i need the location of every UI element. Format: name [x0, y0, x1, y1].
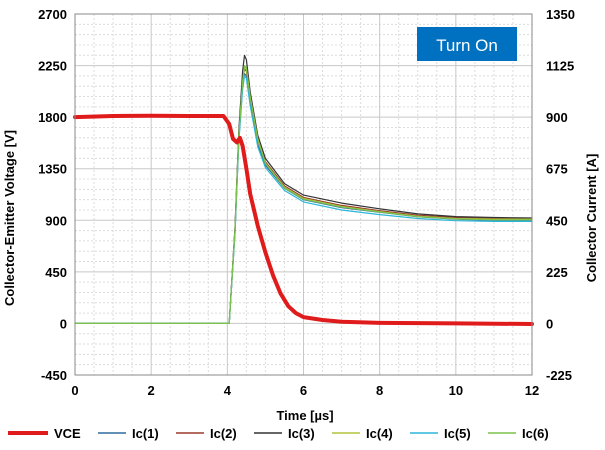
left-tick-label: 2250 [38, 59, 67, 74]
series-line-ic6 [74, 64, 533, 324]
legend-label: Ic(5) [444, 426, 471, 441]
badge-background [417, 27, 517, 61]
turn-on-badge: Turn On [417, 27, 517, 61]
left-axis-ticks: -450 0 450 900 1350 1800 2250 2700 [38, 7, 67, 383]
right-tick-label: 900 [546, 110, 568, 125]
left-tick-label: 450 [45, 265, 67, 280]
x-tick-label: 12 [525, 383, 539, 398]
legend-label: Ic(4) [366, 426, 393, 441]
plot-frame [74, 13, 533, 376]
left-tick-label: -450 [41, 368, 67, 383]
legend: VCE Ic(1) Ic(2) Ic(3) Ic(4) Ic(5) Ic(6) [8, 426, 549, 441]
left-tick-label: 1350 [38, 162, 67, 177]
series-lines [73, 54, 534, 326]
badge-label: Turn On [436, 36, 498, 55]
legend-label: Ic(6) [522, 426, 549, 441]
right-axis-title: Collector Current [A] [584, 154, 599, 283]
right-tick-label: 675 [546, 162, 568, 177]
right-tick-label: -225 [546, 368, 572, 383]
x-tick-label: 10 [449, 383, 463, 398]
left-axis-title: Collector-Emitter Voltage [V] [2, 130, 17, 306]
legend-label: Ic(1) [132, 426, 159, 441]
left-tick-label: 1800 [38, 110, 67, 125]
right-tick-label: 225 [546, 265, 568, 280]
x-tick-label: 6 [300, 383, 307, 398]
right-tick-label: 1350 [546, 7, 575, 22]
series-line-vce [73, 113, 534, 326]
x-tick-label: 0 [71, 383, 78, 398]
right-axis-ticks: -225 0 225 450 675 900 1125 1350 [546, 7, 575, 383]
left-tick-label: 2700 [38, 7, 67, 22]
left-tick-label: 0 [60, 316, 67, 331]
legend-label: VCE [54, 426, 81, 441]
left-tick-label: 900 [45, 213, 67, 228]
legend-label: Ic(2) [210, 426, 237, 441]
x-tick-label: 8 [376, 383, 383, 398]
right-tick-label: 1125 [546, 59, 574, 74]
right-tick-label: 0 [546, 316, 553, 331]
x-axis-title: Time [µs] [276, 408, 333, 423]
legend-label: Ic(3) [288, 426, 315, 441]
x-tick-label: 2 [148, 383, 155, 398]
right-tick-label: 450 [546, 213, 568, 228]
x-axis-ticks: 0 2 4 6 8 10 12 [71, 383, 539, 398]
x-tick-label: 4 [224, 383, 232, 398]
